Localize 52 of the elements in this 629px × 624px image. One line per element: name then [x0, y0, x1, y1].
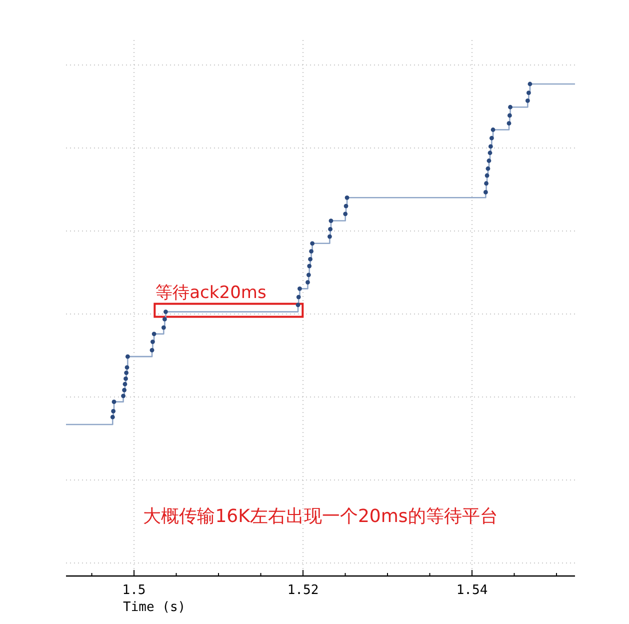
- point: [506, 121, 512, 126]
- point: [526, 90, 531, 96]
- x-tick-label: 1.52: [287, 583, 319, 598]
- point: [124, 365, 130, 370]
- point: [344, 195, 350, 200]
- point: [508, 104, 512, 110]
- x-axis-title: Time (s): [123, 600, 186, 615]
- point: [112, 400, 116, 404]
- point: [507, 113, 512, 118]
- point: [298, 286, 302, 291]
- point: [483, 190, 488, 194]
- x-tick-label: 1.5: [122, 583, 146, 598]
- point: [525, 98, 530, 103]
- point: [307, 264, 312, 268]
- point: [306, 280, 310, 284]
- point: [162, 316, 167, 322]
- point: [488, 144, 493, 149]
- point: [122, 388, 126, 392]
- point: [328, 226, 332, 232]
- point: [150, 340, 155, 344]
- point: [306, 272, 311, 278]
- point: [488, 150, 492, 156]
- point: [124, 376, 128, 381]
- point: [164, 310, 168, 314]
- annotation: 大概传输16K左右出现一个20ms的等待平台: [143, 506, 498, 527]
- point: [486, 158, 492, 163]
- point: [486, 166, 490, 171]
- point: [125, 354, 130, 359]
- point: [328, 234, 332, 239]
- point: [484, 181, 488, 186]
- point: [528, 82, 532, 86]
- point: [310, 241, 315, 246]
- point: [150, 348, 154, 352]
- point: [296, 294, 301, 300]
- annotation: 等待ack20ms: [156, 282, 266, 303]
- point: [309, 249, 314, 254]
- point: [110, 414, 115, 420]
- point: [344, 204, 348, 208]
- point: [343, 212, 348, 216]
- point: [111, 408, 116, 414]
- point: [122, 382, 128, 386]
- point: [152, 332, 156, 336]
- point: [489, 136, 494, 140]
- point: [484, 173, 490, 178]
- point: [490, 128, 496, 132]
- x-tick-label: 1.54: [456, 583, 488, 598]
- point: [121, 394, 126, 398]
- point: [328, 218, 334, 223]
- point: [161, 325, 166, 330]
- point: [124, 370, 129, 376]
- point: [308, 256, 312, 262]
- point: [296, 302, 300, 308]
